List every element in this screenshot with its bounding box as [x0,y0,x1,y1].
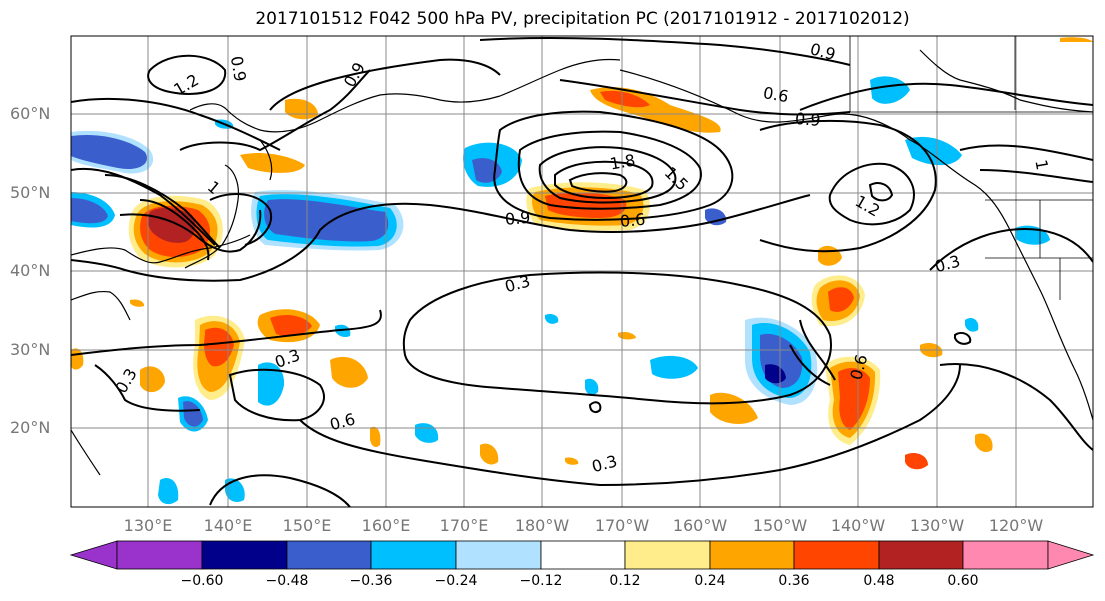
contour-label: 0.6 [762,83,790,106]
colorbar-bin [455,540,542,570]
pv-contour-labels: 1.2 0.9 0.9 0.6 0.9 1.8 1.5 1.2 0.9 0.9 … [112,39,1052,476]
contour-label: 0.6 [619,210,646,231]
colorbar-tick-label: 0.24 [694,573,726,589]
colorbar [69,540,1095,570]
contour-label: 0.9 [227,55,250,83]
lon-label: 130°E [123,516,173,535]
colorbar-bin [962,540,1049,570]
contour-label: 0.9 [794,109,821,130]
lat-label: 30°N [10,340,51,359]
graticule [71,36,1093,507]
colorbar-tick-label: 0.48 [863,573,895,589]
lon-label: 140°E [203,516,253,535]
contour-label: 1.5 [661,163,692,194]
lon-label: 140°W [830,516,886,535]
colorbar-tick-label: 0.60 [947,573,979,589]
lon-label: 180°W [514,516,570,535]
colorbar-bin [116,540,203,570]
contour-label: 0.9 [504,208,531,229]
plot-frame [70,35,1094,508]
political-borders [849,36,1093,300]
lat-label: 60°N [10,104,51,123]
contour-label: 0.6 [328,409,358,434]
contour-label: 1 [1031,158,1051,171]
colorbar-bin [793,540,880,570]
lon-label: 150°W [752,516,808,535]
lon-label: 160°W [672,516,728,535]
lon-label: 150°E [282,516,332,535]
colorbar-bin [709,540,795,570]
lon-label: 130°W [909,516,965,535]
colorbar-tick-label: −0.36 [349,573,393,589]
coastlines [71,49,1093,476]
colorbar-bin [370,540,457,570]
contour-label: 1.2 [852,191,884,220]
contour-label: 0.9 [808,39,838,64]
colorbar-tick-label: −0.12 [519,573,563,589]
colorbar-tick-label: −0.48 [265,573,309,589]
lat-label: 50°N [10,183,51,202]
map-title: 2017101512 F042 500 hPa PV, precipitatio… [255,9,910,29]
lat-label: 40°N [10,261,51,280]
colorbar-tick-label: −0.60 [180,573,224,589]
colorbar-bin [201,540,288,570]
colorbar-tick-label: 0.36 [778,573,810,589]
lon-label: 170°W [594,516,650,535]
colorbar-tick-label: −0.24 [434,573,478,589]
contour-label: 0.3 [503,271,533,296]
colorbar-extend-high [1047,540,1095,570]
colorbar-bin [878,540,964,570]
lon-label: 170°E [439,516,489,535]
colorbar-tick-label: 0.12 [609,573,641,589]
pv-contours [71,36,1093,507]
contour-label: 0.3 [272,345,302,372]
colorbar-bin [540,540,626,570]
contour-label: 1.8 [608,150,636,173]
colorbar-bin [624,540,711,570]
contour-label: 0.3 [112,365,141,397]
lon-label: 160°E [361,516,411,535]
colorbar-bin [286,540,372,570]
colorbar-extend-low [69,540,118,570]
lon-label: 120°W [988,516,1044,535]
lat-label: 20°N [10,418,51,437]
contour-label: 0.3 [590,451,620,476]
contour-label: 1.2 [170,70,202,99]
contour-label: 0.9 [340,59,369,91]
